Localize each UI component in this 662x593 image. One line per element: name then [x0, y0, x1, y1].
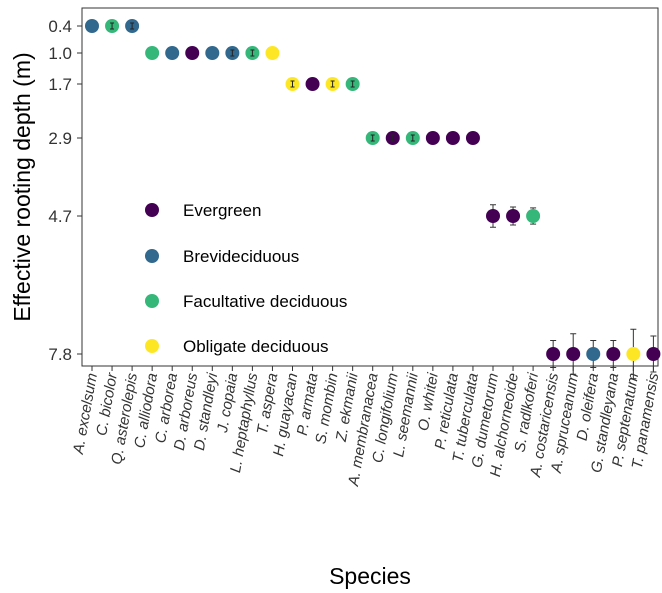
legend-label: Evergreen	[183, 201, 261, 220]
data-point	[646, 347, 661, 361]
data-point	[265, 46, 280, 60]
y-tick-label: 4.7	[48, 207, 72, 226]
data-point	[526, 209, 541, 223]
data-point	[165, 46, 180, 60]
data-point	[626, 347, 641, 361]
data-point	[586, 347, 601, 361]
plot-panel	[81, 7, 659, 367]
legend-key	[145, 339, 159, 353]
y-tick-label: 1.7	[48, 75, 72, 94]
data-point	[145, 46, 160, 60]
data-points	[85, 19, 661, 361]
legend-label: Obligate deciduous	[183, 337, 329, 356]
data-point	[205, 46, 220, 60]
y-tick-label: 0.4	[48, 17, 72, 36]
y-axis: 0.4 1.0 1.7 2.9 4.7 7.8	[48, 17, 82, 364]
data-point	[425, 131, 440, 145]
x-axis-title: Species	[329, 563, 411, 589]
data-point	[506, 209, 521, 223]
data-point	[465, 131, 480, 145]
legend-label: Brevideciduous	[183, 247, 299, 266]
y-tick-label: 7.8	[48, 345, 72, 364]
data-point	[185, 46, 200, 60]
data-point	[445, 131, 460, 145]
data-point	[305, 77, 320, 91]
data-point	[606, 347, 621, 361]
legend: Evergreen Brevideciduous Facultative decid…	[145, 201, 347, 356]
y-tick-label: 1.0	[48, 44, 72, 63]
legend-key	[145, 294, 159, 308]
data-point	[566, 347, 581, 361]
data-point	[486, 209, 500, 223]
legend-label: Facultative deciduous	[183, 292, 347, 311]
data-point	[546, 347, 561, 361]
legend-key	[145, 203, 159, 217]
y-axis-title: Effective rooting depth (m)	[9, 52, 35, 321]
legend-key	[145, 249, 159, 263]
y-tick-label: 2.9	[48, 129, 72, 148]
data-point	[85, 19, 99, 33]
